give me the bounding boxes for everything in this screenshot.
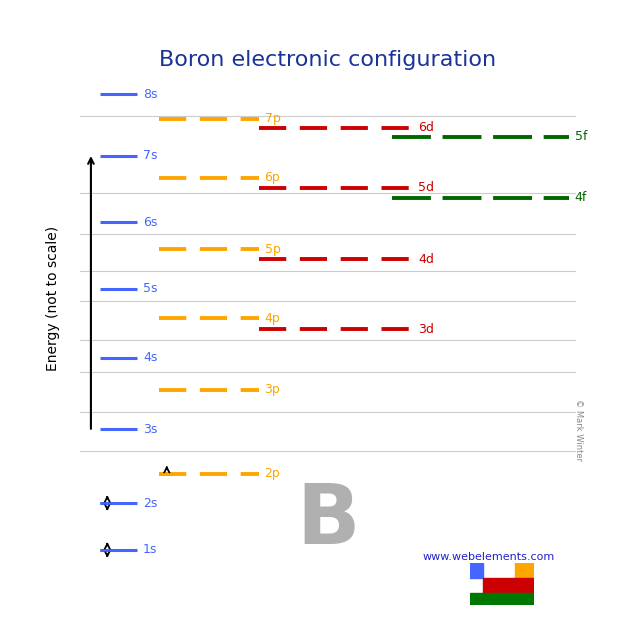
Text: Energy (not to scale): Energy (not to scale)	[45, 226, 60, 371]
Text: 8s: 8s	[143, 88, 157, 100]
Text: 6p: 6p	[264, 172, 280, 184]
Text: 4s: 4s	[143, 351, 157, 364]
Bar	[515, 563, 534, 578]
Text: 7p: 7p	[264, 112, 280, 125]
Text: B: B	[296, 480, 360, 561]
Text: 4d: 4d	[419, 253, 434, 266]
Bar	[470, 563, 483, 578]
Text: 3p: 3p	[264, 383, 280, 396]
Bar	[483, 578, 534, 593]
Title: Boron electronic configuration: Boron electronic configuration	[159, 50, 497, 70]
Text: 2p: 2p	[264, 467, 280, 480]
Text: 5f: 5f	[575, 131, 587, 143]
Text: 2s: 2s	[143, 497, 157, 509]
Text: 3s: 3s	[143, 422, 157, 436]
Text: 4f: 4f	[575, 191, 587, 204]
Text: www.webelements.com: www.webelements.com	[422, 552, 554, 563]
Text: 4p: 4p	[264, 312, 280, 324]
Text: © Mark Winter: © Mark Winter	[574, 399, 583, 461]
Text: 5d: 5d	[419, 181, 435, 194]
Text: 1s: 1s	[143, 543, 157, 556]
Text: 6s: 6s	[143, 216, 157, 228]
Text: 3d: 3d	[419, 323, 434, 335]
Text: 7s: 7s	[143, 149, 157, 162]
Text: 5p: 5p	[264, 243, 280, 256]
Text: 6d: 6d	[419, 121, 434, 134]
Bar	[470, 593, 534, 605]
Text: 5s: 5s	[143, 282, 157, 295]
